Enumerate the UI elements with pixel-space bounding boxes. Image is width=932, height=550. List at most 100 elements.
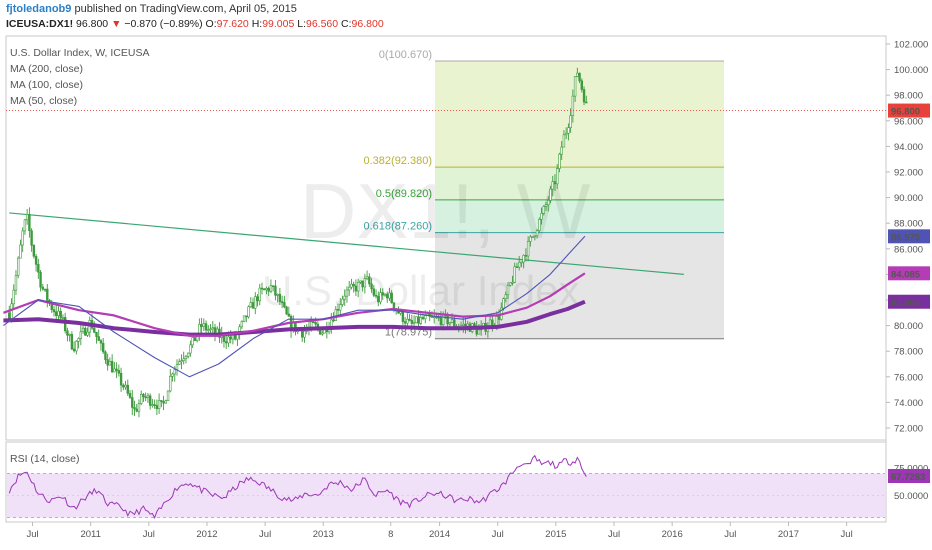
high-value: 99.005	[262, 18, 295, 30]
watermark-symbol: DX1!, W	[300, 167, 591, 255]
price-labels: 96.800 86.975 84.085 81.865 67.7283	[6, 103, 930, 483]
fib-level-label: 0.5(89.820)	[376, 188, 432, 200]
price-tick-label: 88.000	[894, 219, 923, 230]
candle-body	[348, 286, 351, 291]
candle-body	[23, 219, 27, 232]
candle-body	[509, 282, 512, 286]
candle-body	[160, 400, 163, 402]
legend-ma100[interactable]: MA (100, close)	[10, 79, 83, 91]
candle-body	[424, 315, 427, 320]
author-link[interactable]: fjtoledanob9	[6, 3, 72, 15]
candle-body	[345, 289, 349, 297]
time-tick-label: Jul	[143, 529, 155, 540]
candle-body	[43, 288, 47, 291]
candle-body	[466, 323, 469, 327]
candle-body	[301, 330, 304, 338]
candle-body	[383, 293, 387, 296]
trendline[interactable]	[9, 212, 684, 275]
candle-body	[560, 146, 563, 155]
candle-body	[551, 181, 554, 190]
candle-body	[377, 295, 380, 303]
candle-body	[122, 384, 125, 388]
candle-body	[41, 286, 45, 290]
candle-body	[267, 288, 270, 292]
candle-body	[477, 329, 481, 335]
legend-ma50[interactable]: MA (50, close)	[10, 95, 77, 107]
candle-body	[254, 296, 257, 309]
candle-body	[585, 101, 588, 104]
price-tick-label: 92.000	[894, 168, 923, 179]
candle-body	[153, 404, 156, 406]
candle-body	[108, 360, 112, 366]
candle-body	[314, 322, 317, 325]
candle-body	[274, 285, 277, 296]
ma50-line	[3, 235, 586, 378]
time-tick-label: 2017	[778, 529, 799, 540]
candle-body	[285, 306, 288, 315]
fibonacci-retracement[interactable]: 0(100.670) 0.382(92.380) 0.5(89.820) 0.618(…	[364, 49, 725, 340]
candle-body	[101, 342, 105, 353]
candle-body	[352, 283, 355, 287]
candle-body	[453, 319, 456, 327]
candle-body	[66, 330, 69, 336]
candle-body	[356, 281, 360, 292]
candle-body	[343, 295, 346, 300]
candle-body	[110, 360, 114, 373]
candle-body	[200, 324, 203, 327]
candle-body	[571, 95, 575, 116]
price-tick-label: 98.000	[894, 91, 923, 102]
candle-body	[437, 316, 440, 319]
candle-body	[146, 395, 150, 398]
candle-body	[84, 327, 87, 336]
candle-body	[17, 257, 20, 276]
legend-rsi[interactable]: RSI (14, close)	[10, 453, 79, 465]
time-tick-label: 2012	[196, 529, 217, 540]
candle-body	[86, 331, 89, 336]
candle-body	[164, 400, 168, 404]
price-tick-label: 90.000	[894, 193, 923, 204]
candle-body	[531, 236, 534, 238]
fib-zone	[435, 199, 724, 233]
moving-averages	[3, 235, 586, 378]
candle-body	[202, 323, 206, 327]
time-tick-label: 2016	[662, 529, 683, 540]
price-tick-label: 102.000	[894, 40, 928, 51]
candle-body	[37, 264, 40, 273]
candle-body	[30, 230, 33, 246]
candle-body	[173, 369, 176, 375]
candle-body	[415, 316, 418, 324]
candle-body	[271, 285, 275, 288]
candle-body	[547, 200, 550, 206]
candle-body	[540, 213, 543, 220]
candle-body	[207, 329, 210, 331]
candle-body	[128, 393, 132, 398]
time-tick-label: Jul	[841, 529, 853, 540]
candle-body	[381, 292, 384, 296]
candle-body	[567, 127, 570, 134]
publish-info: fjtoledanob9 published on TradingView.co…	[6, 3, 297, 16]
candle-body	[162, 401, 165, 404]
candle-body	[99, 340, 103, 344]
candle-body	[227, 336, 230, 344]
price-tick-label: 96.000	[894, 116, 923, 127]
candle-body	[124, 384, 127, 388]
candle-body	[55, 311, 58, 317]
candle-body	[365, 276, 369, 279]
candle-body	[245, 315, 248, 318]
candle-body	[258, 287, 261, 302]
candle-body	[193, 337, 197, 341]
ma50-badge: 86.975	[891, 232, 921, 243]
open-label: O:	[205, 18, 217, 30]
candle-body	[403, 321, 407, 324]
rsi-indicator	[7, 454, 885, 520]
candle-body	[491, 319, 494, 327]
legend-ma200[interactable]: MA (200, close)	[10, 63, 83, 75]
candle-body	[529, 236, 532, 242]
candle-body	[553, 181, 557, 185]
candle-body	[464, 323, 467, 327]
fib-level-label: 0.618(87.260)	[364, 221, 433, 233]
last-price: 96.800	[76, 18, 109, 30]
candle-body	[113, 368, 116, 373]
candle-body	[191, 337, 194, 346]
